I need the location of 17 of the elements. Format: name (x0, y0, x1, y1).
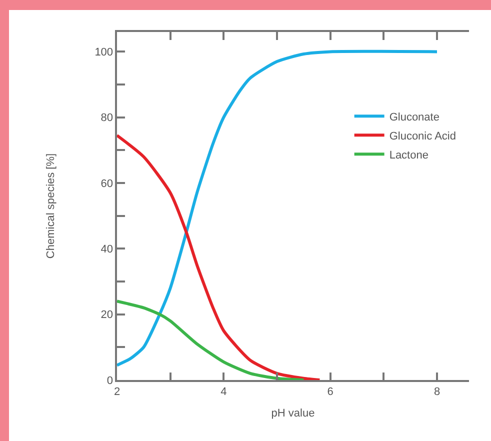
y-tick-label: 80 (100, 112, 114, 124)
y-tick-label: 0 (106, 374, 114, 387)
legend-label: Gluconate (389, 111, 440, 124)
x-axis-title: pH value (271, 408, 315, 420)
x-tick-label: 8 (434, 386, 440, 398)
x-tick-label: 2 (114, 386, 120, 398)
legend-label: Lactone (389, 149, 428, 162)
y-tick-label: 60 (100, 178, 114, 190)
x-tick-label: 4 (220, 386, 227, 398)
y-tick-label: 40 (100, 244, 114, 256)
line-series (117, 300, 306, 380)
line-series (117, 134, 322, 380)
y-tick-label: 20 (100, 309, 114, 322)
y-axis-title: Chemical species [%] (44, 153, 57, 259)
x-tick-label: 6 (327, 386, 334, 398)
y-tick-label: 100 (94, 46, 114, 59)
legend-label: Gluconic Acid (389, 130, 456, 142)
